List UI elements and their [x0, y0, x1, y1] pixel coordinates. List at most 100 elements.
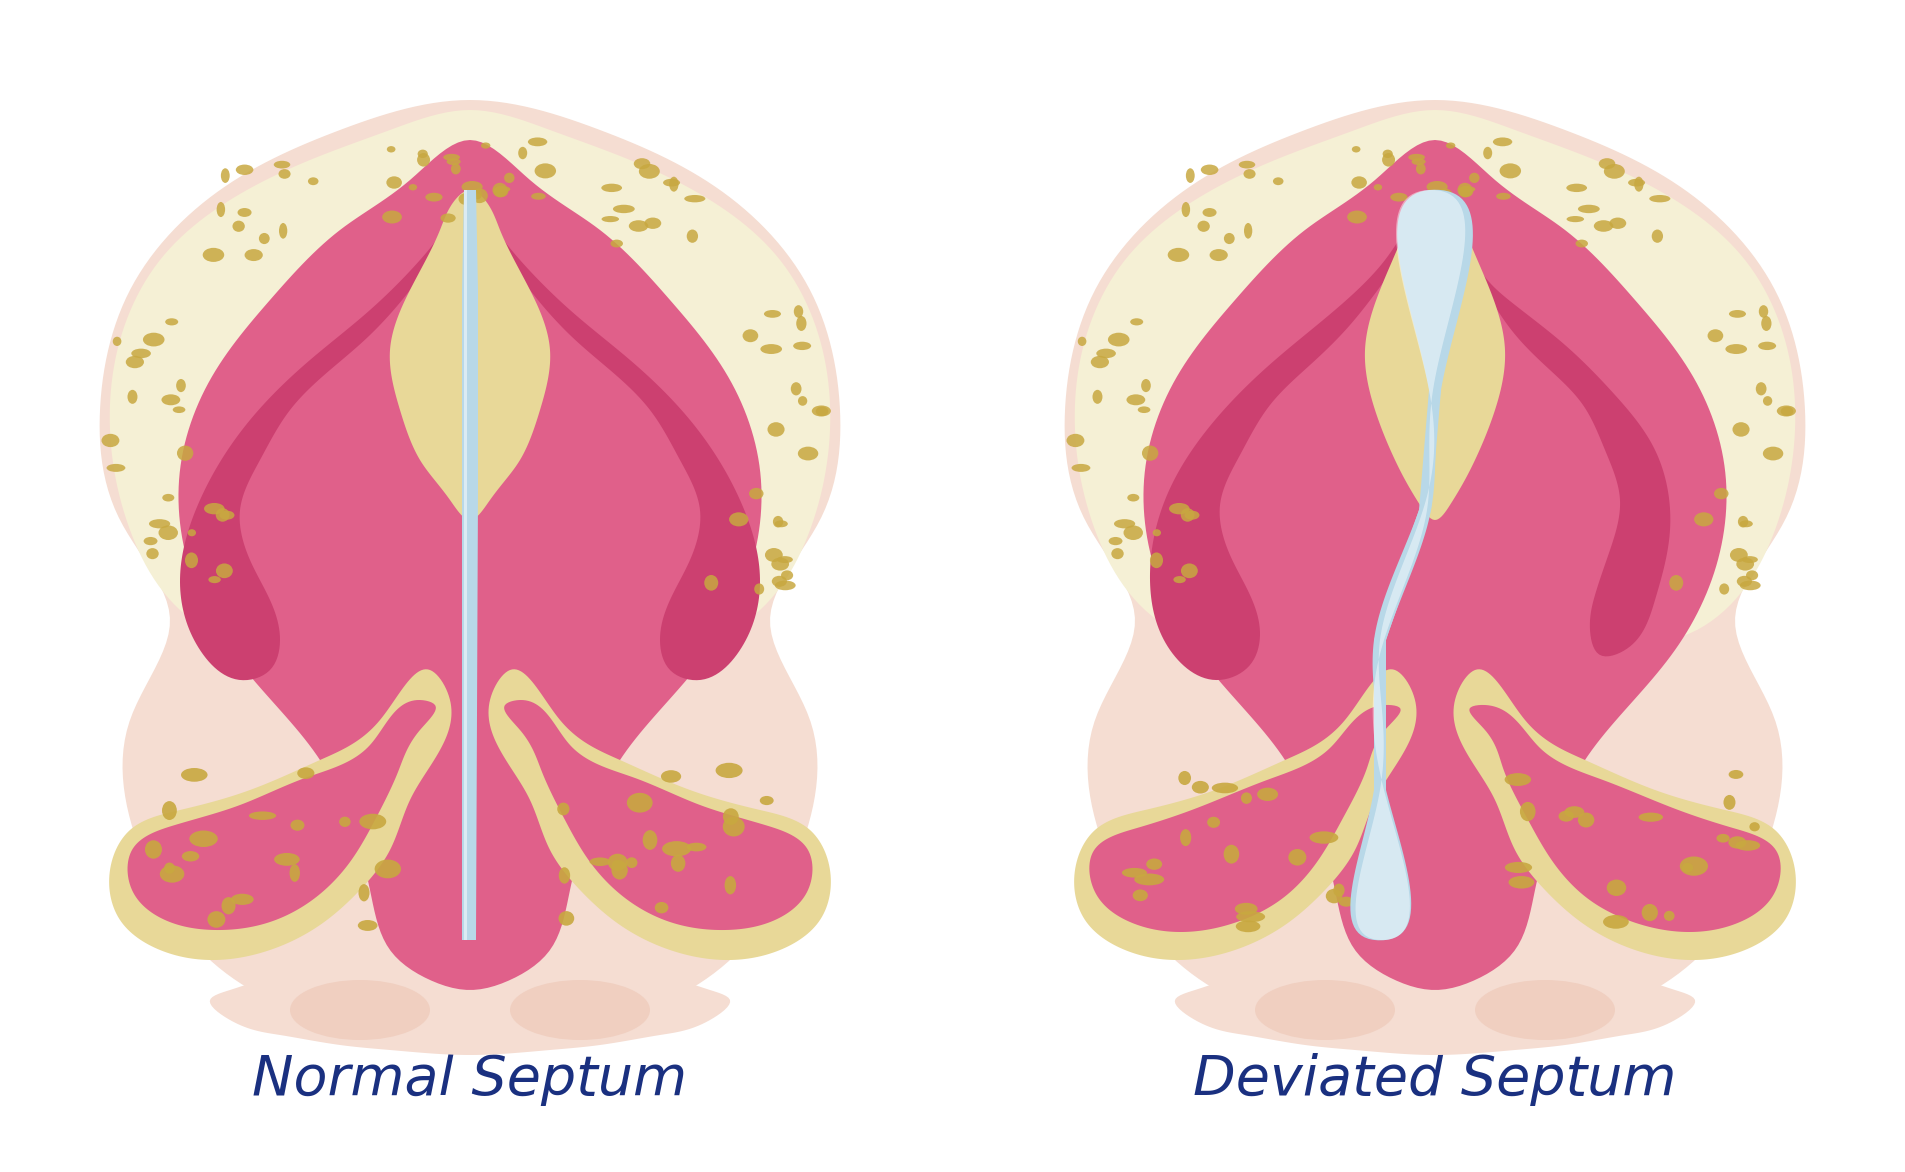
Ellipse shape [1181, 202, 1191, 217]
Ellipse shape [1714, 488, 1728, 499]
Ellipse shape [669, 177, 678, 192]
Ellipse shape [1575, 239, 1589, 247]
Ellipse shape [221, 169, 231, 183]
Ellipse shape [493, 183, 507, 197]
Ellipse shape [638, 164, 659, 179]
Polygon shape [465, 190, 467, 940]
Ellipse shape [1408, 154, 1425, 161]
Text: Deviated Septum: Deviated Septum [1193, 1054, 1676, 1106]
Ellipse shape [1718, 584, 1730, 594]
Ellipse shape [1728, 770, 1743, 779]
Ellipse shape [1147, 858, 1162, 870]
Ellipse shape [1071, 464, 1090, 472]
Ellipse shape [164, 863, 175, 874]
Ellipse shape [1739, 520, 1753, 527]
Polygon shape [480, 199, 760, 680]
Ellipse shape [781, 571, 792, 580]
Ellipse shape [1198, 220, 1210, 232]
Ellipse shape [231, 894, 253, 905]
Ellipse shape [1124, 525, 1143, 540]
Ellipse shape [1682, 863, 1694, 873]
Ellipse shape [791, 382, 802, 395]
Ellipse shape [1438, 190, 1448, 199]
Ellipse shape [511, 980, 650, 1040]
Ellipse shape [1234, 902, 1257, 915]
Polygon shape [179, 199, 461, 680]
Ellipse shape [1236, 920, 1261, 932]
Ellipse shape [1663, 911, 1674, 921]
Ellipse shape [309, 177, 318, 185]
Ellipse shape [629, 220, 648, 232]
Ellipse shape [202, 247, 225, 261]
Ellipse shape [627, 857, 638, 868]
Ellipse shape [1436, 189, 1454, 203]
Ellipse shape [730, 512, 749, 526]
Ellipse shape [1457, 183, 1473, 197]
Ellipse shape [1067, 434, 1084, 448]
Ellipse shape [126, 356, 145, 368]
Ellipse shape [1114, 519, 1135, 529]
Ellipse shape [773, 516, 783, 527]
Ellipse shape [1240, 792, 1252, 804]
Ellipse shape [796, 316, 806, 331]
Ellipse shape [1577, 205, 1600, 213]
Ellipse shape [663, 841, 692, 857]
Ellipse shape [189, 831, 217, 847]
Ellipse shape [1469, 172, 1480, 183]
Ellipse shape [215, 564, 232, 578]
Ellipse shape [1577, 812, 1594, 827]
Ellipse shape [1151, 552, 1164, 568]
Ellipse shape [472, 190, 482, 199]
Ellipse shape [232, 220, 246, 232]
Ellipse shape [278, 169, 291, 179]
Ellipse shape [610, 239, 623, 247]
Ellipse shape [1459, 185, 1473, 197]
Ellipse shape [360, 813, 387, 830]
Ellipse shape [417, 150, 429, 158]
Ellipse shape [1642, 904, 1657, 921]
Ellipse shape [1130, 319, 1143, 326]
Ellipse shape [1309, 831, 1339, 844]
Ellipse shape [644, 218, 661, 229]
Ellipse shape [764, 311, 781, 318]
Ellipse shape [1092, 390, 1103, 404]
Ellipse shape [1739, 580, 1760, 591]
Ellipse shape [1111, 548, 1124, 559]
Polygon shape [488, 669, 831, 960]
Ellipse shape [612, 860, 623, 870]
Ellipse shape [1566, 216, 1585, 223]
Ellipse shape [1288, 849, 1307, 866]
Ellipse shape [1212, 783, 1238, 793]
Ellipse shape [1109, 537, 1122, 545]
Ellipse shape [1495, 193, 1511, 199]
Ellipse shape [358, 884, 370, 901]
Ellipse shape [219, 511, 234, 519]
Polygon shape [1090, 704, 1400, 932]
Ellipse shape [1223, 233, 1234, 244]
Ellipse shape [1716, 834, 1730, 843]
Polygon shape [179, 139, 762, 990]
Ellipse shape [663, 179, 680, 186]
Ellipse shape [177, 445, 192, 461]
Ellipse shape [158, 525, 177, 540]
Polygon shape [1469, 704, 1781, 932]
Polygon shape [1074, 669, 1417, 960]
Ellipse shape [798, 396, 808, 406]
Ellipse shape [1652, 230, 1663, 243]
Ellipse shape [204, 503, 225, 515]
Ellipse shape [143, 537, 158, 545]
Ellipse shape [1520, 802, 1535, 822]
Ellipse shape [1173, 577, 1185, 584]
Polygon shape [110, 110, 831, 640]
Ellipse shape [274, 161, 290, 169]
Ellipse shape [149, 519, 170, 529]
Ellipse shape [1724, 795, 1735, 810]
Ellipse shape [634, 158, 650, 169]
Ellipse shape [339, 817, 351, 827]
Ellipse shape [101, 434, 120, 448]
Ellipse shape [358, 920, 377, 931]
Ellipse shape [760, 796, 773, 805]
Ellipse shape [812, 406, 831, 416]
Ellipse shape [724, 875, 735, 894]
Ellipse shape [1726, 345, 1747, 354]
